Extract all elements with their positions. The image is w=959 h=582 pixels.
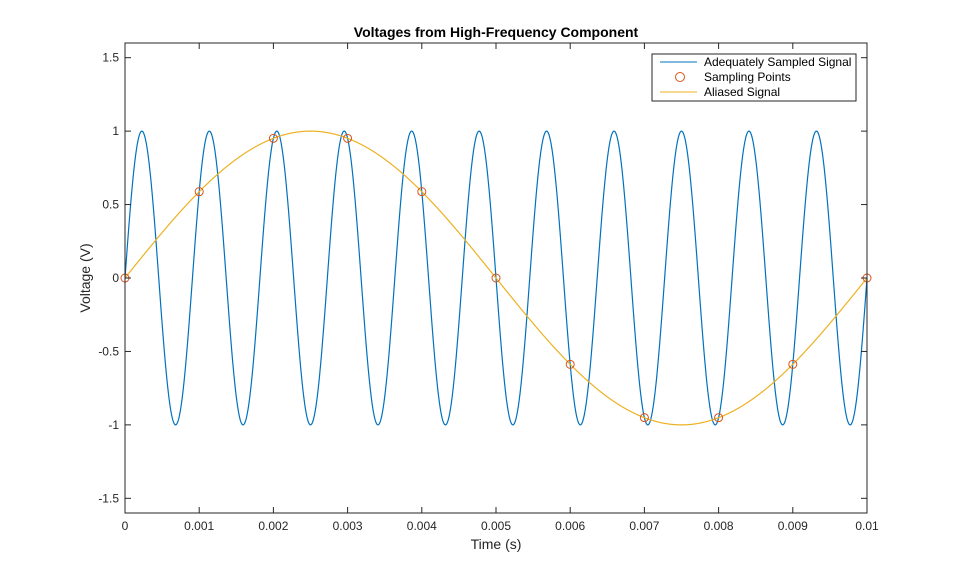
- x-tick-label: 0: [122, 519, 129, 533]
- x-tick-label: 0.001: [184, 519, 214, 533]
- y-tick-label: -1: [108, 418, 119, 432]
- x-tick-label: 0.009: [778, 519, 808, 533]
- legend-label-aliased-signal: Aliased Signal: [704, 85, 780, 99]
- sampling-point-marker: [639, 413, 649, 423]
- sampling-point-marker: [491, 273, 501, 283]
- y-tick-label: 0.5: [102, 198, 119, 212]
- y-tick-label: 1.5: [102, 51, 119, 65]
- x-tick-label: 0.006: [555, 519, 585, 533]
- y-tick-label: 0: [112, 271, 119, 285]
- x-tick-label: 0.002: [258, 519, 288, 533]
- legend-label-adequately-sampled: Adequately Sampled Signal: [704, 55, 851, 69]
- x-axis-label: Time (s): [471, 536, 522, 552]
- chart-title: Voltages from High-Frequency Component: [354, 24, 639, 40]
- y-tick-label: -0.5: [98, 344, 119, 358]
- x-axis: 0 0.001 0.002 0.003 0.004 0.005 0.006 0.007 0.00…: [122, 43, 879, 533]
- sampling-point-marker: [417, 187, 427, 197]
- series-layer: [124, 130, 868, 426]
- legend-swatch-sampling-points: [675, 72, 685, 82]
- sampling-point-marker: [788, 359, 798, 369]
- x-tick-label: 0.008: [704, 519, 734, 533]
- marker-layer: [120, 133, 872, 423]
- x-tick-label: 0.005: [481, 519, 511, 533]
- legend-label-sampling-points: Sampling Points: [704, 70, 791, 84]
- y-tick-label: -1.5: [98, 491, 119, 505]
- sampling-point-marker: [194, 187, 204, 197]
- series-line-2: [124, 130, 868, 426]
- sampling-point-marker: [714, 413, 724, 423]
- x-tick-label: 0.004: [407, 519, 437, 533]
- x-tick-label: 0.01: [855, 519, 879, 533]
- x-tick-label: 0.003: [333, 519, 363, 533]
- sampling-point-marker: [565, 359, 575, 369]
- sampling-point-marker: [343, 133, 353, 143]
- legend: Adequately Sampled Signal Sampling Point…: [651, 53, 857, 102]
- x-tick-label: 0.007: [629, 519, 659, 533]
- y-axis-label: Voltage (V): [77, 243, 93, 312]
- y-axis: -1.5 -1 -0.5 0 0.5 1 1.5: [98, 51, 867, 505]
- sampling-point-marker: [268, 133, 278, 143]
- y-tick-label: 1: [112, 124, 119, 138]
